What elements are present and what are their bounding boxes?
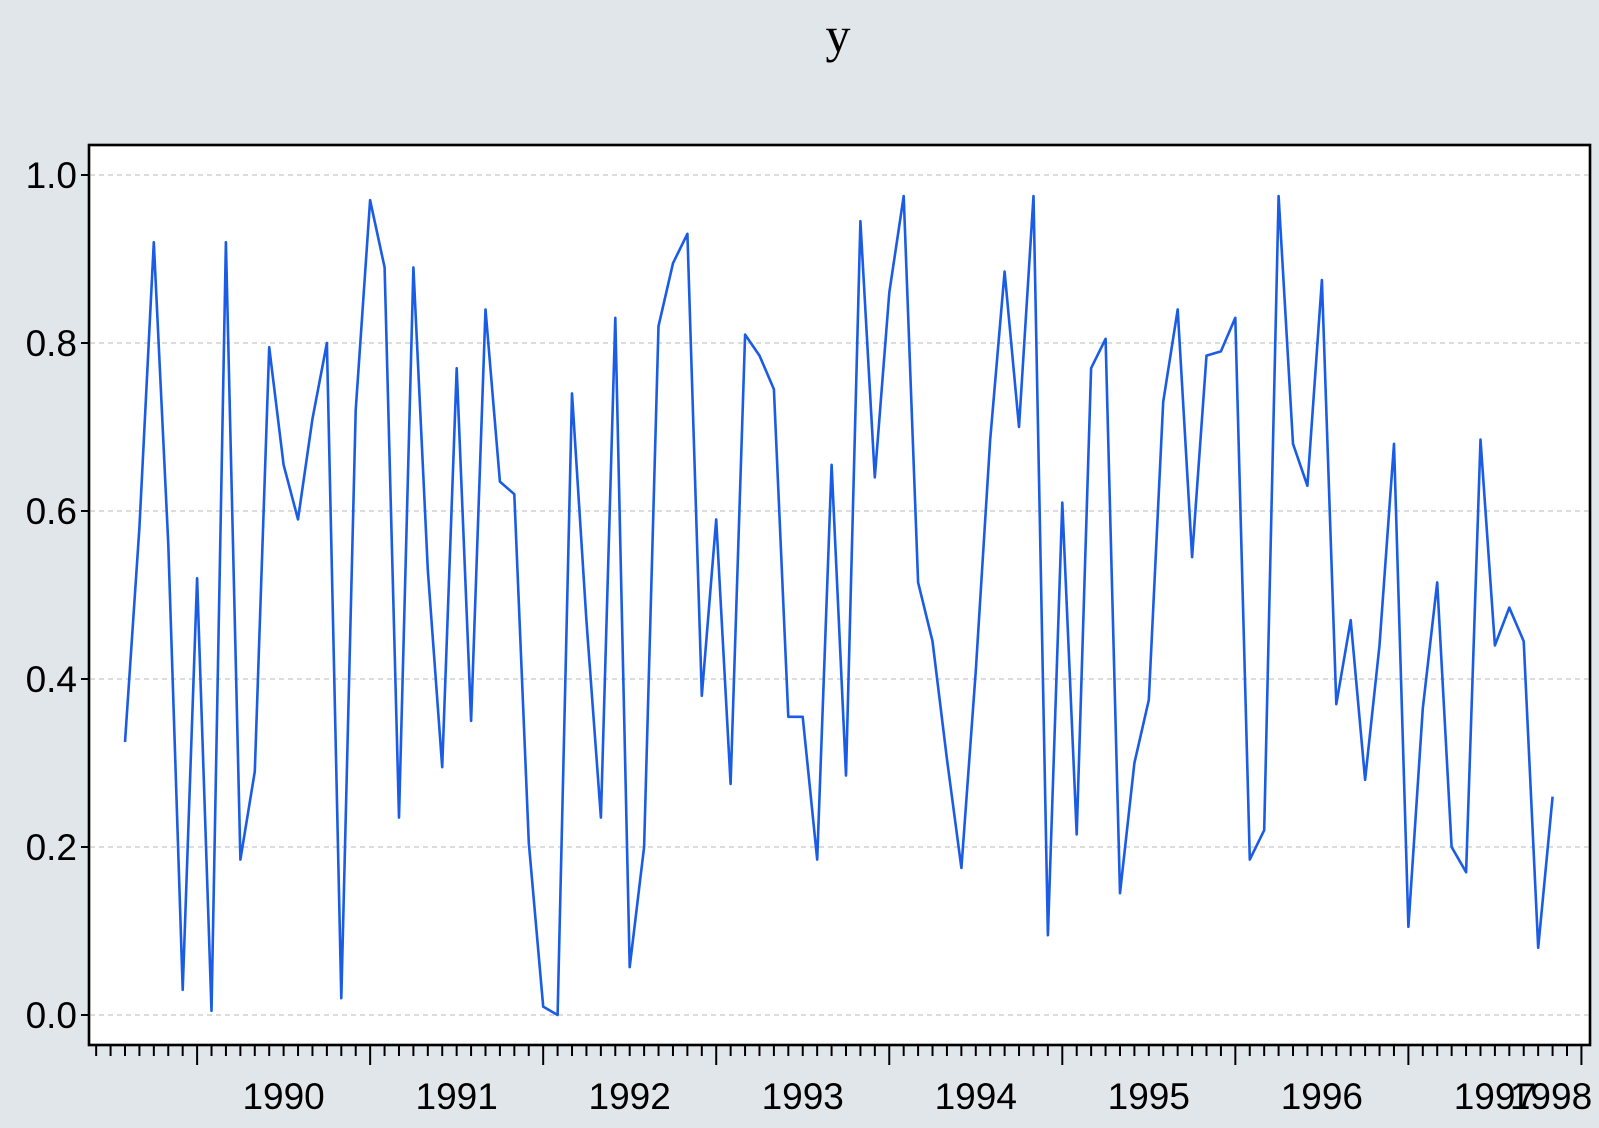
y-tick-label: 1.0 [26, 155, 77, 196]
y-tick-label: 0.0 [26, 995, 77, 1036]
x-tick-label: 1991 [416, 1076, 498, 1117]
y-axis-ticks: 0.0 0.2 0.4 0.6 0.8 1.0 [26, 155, 89, 1036]
chart-title: y [826, 7, 851, 63]
plot-area [87, 143, 1592, 1047]
y-tick-label: 0.2 [26, 827, 77, 868]
x-tick-label: 1994 [935, 1076, 1017, 1117]
y-tick-label: 0.6 [26, 491, 77, 532]
x-tick-label: 1993 [762, 1076, 844, 1117]
plot-border [87, 143, 1592, 1047]
x-tick-label: 1996 [1281, 1076, 1363, 1117]
grid-lines [90, 174, 1589, 1016]
x-tick-label: 1995 [1108, 1076, 1190, 1117]
x-tick-label: 1990 [242, 1076, 324, 1117]
x-tick-label: 1992 [589, 1076, 671, 1117]
x-tick-label: 1998 [1510, 1076, 1592, 1117]
y-tick-label: 0.4 [26, 659, 77, 700]
series-line [123, 194, 1554, 1017]
x-tick-label: 1997 [1454, 1076, 1536, 1117]
y-tick-label: 0.8 [26, 323, 77, 364]
